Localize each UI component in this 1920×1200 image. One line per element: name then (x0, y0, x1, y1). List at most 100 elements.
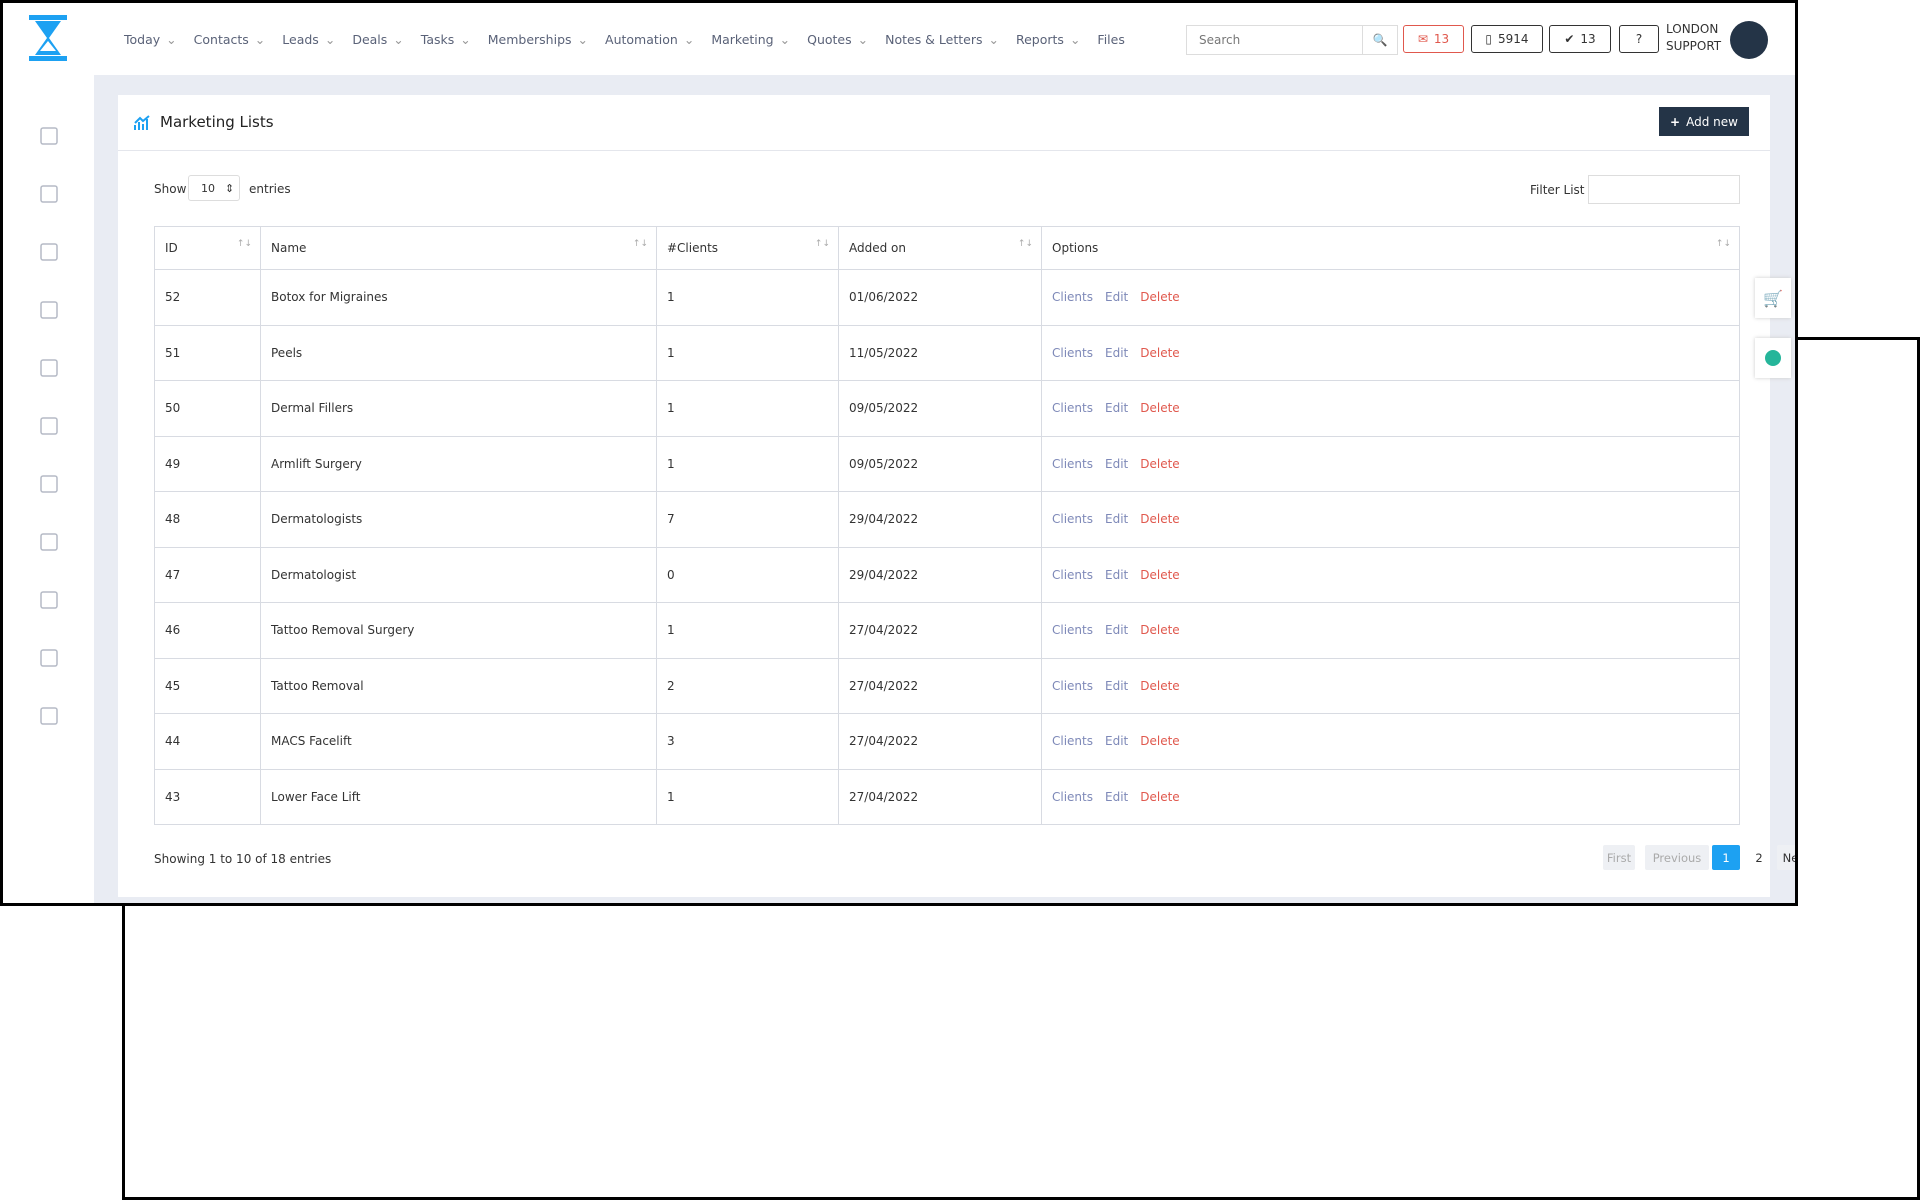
page-button[interactable]: Previous (1645, 845, 1709, 870)
help-button[interactable]: ? (1619, 25, 1659, 53)
entries-label: entries (249, 182, 291, 196)
sidebar-icon[interactable] (38, 299, 60, 321)
action-link[interactable]: Edit (1105, 345, 1129, 360)
table-body: 52 Botox for Migraines 1 01/06/2022 Clients E… (154, 269, 1740, 825)
column-header[interactable]: Options (1041, 226, 1740, 270)
cell: 2 (656, 657, 839, 714)
content-panel: Marketing Lists + Add new Show 10 ⇕ entrie… (118, 95, 1795, 897)
options-cell: Clients Edit Delete (1041, 657, 1740, 714)
action-link[interactable]: Delete (1140, 345, 1180, 360)
action-link[interactable]: Clients (1052, 345, 1093, 360)
nav-item[interactable]: Quotes (807, 32, 868, 47)
nav-item[interactable]: Automation (605, 32, 694, 47)
cell: 49 (154, 435, 261, 492)
cell: Tattoo Removal Surgery (260, 602, 657, 659)
nav-item[interactable]: Notes & Letters (885, 32, 999, 47)
sidebar-icon[interactable] (38, 589, 60, 611)
add-new-button[interactable]: + Add new (1659, 107, 1749, 136)
nav-item[interactable]: Contacts (194, 32, 266, 47)
action-link[interactable]: Delete (1140, 456, 1180, 471)
page-button[interactable]: 2 (1755, 850, 1763, 865)
action-link[interactable]: Clients (1052, 789, 1093, 804)
action-link[interactable]: Delete (1140, 623, 1180, 638)
cell: 27/04/2022 (838, 768, 1042, 825)
sidebar-icon[interactable] (38, 705, 60, 727)
logo[interactable] (25, 13, 71, 63)
action-link[interactable]: Edit (1105, 734, 1129, 749)
action-link[interactable]: Edit (1105, 290, 1129, 305)
search-box[interactable]: Search 🔍 (1186, 25, 1398, 55)
page-button[interactable]: 1 (1712, 845, 1740, 870)
action-link[interactable]: Clients (1052, 623, 1093, 638)
nav-item[interactable]: Today (124, 32, 177, 47)
table-row: 52 Botox for Migraines 1 01/06/2022 Clients E… (154, 269, 1740, 326)
cell: Dermal Fillers (260, 380, 657, 437)
table-row: 44 MACS Facelift 3 27/04/2022 Clients Edit Del… (154, 713, 1740, 770)
action-link[interactable]: Edit (1105, 678, 1129, 693)
phone-badge[interactable]: ▯ 5914 (1471, 25, 1543, 53)
action-link[interactable]: Edit (1105, 401, 1129, 416)
table-row: 48 Dermatologists 7 29/04/2022 Clients Edit De… (154, 491, 1740, 548)
nav-item[interactable]: Memberships (488, 32, 588, 47)
cell: Tattoo Removal (260, 657, 657, 714)
action-link[interactable]: Delete (1140, 401, 1180, 416)
table-row: 47 Dermatologist 0 29/04/2022 Clients Edit Del… (154, 546, 1740, 603)
sidebar-icon[interactable] (38, 531, 60, 553)
cell: 46 (154, 602, 261, 659)
page-size-select[interactable]: 10 ⇕ (188, 175, 240, 201)
action-link[interactable]: Clients (1052, 567, 1093, 582)
nav-item[interactable]: Tasks (421, 32, 471, 47)
nav-item[interactable]: Leads (282, 32, 335, 47)
action-link[interactable]: Delete (1140, 678, 1180, 693)
column-header[interactable]: #Clients (656, 226, 839, 270)
entries-info: Showing 1 to 10 of 18 entries (154, 852, 332, 866)
nav-item[interactable]: Deals (352, 32, 403, 47)
avatar[interactable] (1730, 21, 1768, 59)
nav-item[interactable]: Marketing (711, 32, 790, 47)
page-button[interactable]: First (1603, 845, 1635, 870)
cart-button[interactable]: 🛒 (1755, 278, 1791, 318)
action-link[interactable]: Clients (1052, 290, 1093, 305)
options-cell: Clients Edit Delete (1041, 435, 1740, 492)
action-link[interactable]: Delete (1140, 512, 1180, 527)
page-button[interactable]: Next (1777, 845, 1795, 870)
action-link[interactable]: Edit (1105, 789, 1129, 804)
app-window: Today Contacts Leads Deals Tasks Memberships A… (0, 0, 1798, 906)
task-badge[interactable]: ✔ 13 (1549, 25, 1611, 53)
action-link[interactable]: Delete (1140, 789, 1180, 804)
mail-badge[interactable]: ✉ 13 (1403, 25, 1464, 53)
cell: 3 (656, 713, 839, 770)
action-link[interactable]: Clients (1052, 512, 1093, 527)
sidebar-icon[interactable] (38, 241, 60, 263)
sidebar-icon[interactable] (38, 415, 60, 437)
options-cell: Clients Edit Delete (1041, 380, 1740, 437)
sidebar-icon[interactable] (38, 183, 60, 205)
action-link[interactable]: Clients (1052, 734, 1093, 749)
action-link[interactable]: Clients (1052, 456, 1093, 471)
action-link[interactable]: Clients (1052, 678, 1093, 693)
action-link[interactable]: Delete (1140, 567, 1180, 582)
cell: 1 (656, 324, 839, 381)
whatsapp-button[interactable] (1755, 338, 1791, 378)
cell: 52 (154, 269, 261, 326)
task-count: 13 (1580, 32, 1596, 46)
column-header[interactable]: ID (154, 226, 261, 270)
sidebar-icon[interactable] (38, 473, 60, 495)
filter-input[interactable] (1588, 175, 1740, 204)
action-link[interactable]: Edit (1105, 456, 1129, 471)
nav-item[interactable]: Reports (1016, 32, 1080, 47)
sidebar-icon[interactable] (38, 357, 60, 379)
action-link[interactable]: Edit (1105, 567, 1129, 582)
action-link[interactable]: Clients (1052, 401, 1093, 416)
action-link[interactable]: Delete (1140, 734, 1180, 749)
user-name[interactable]: LONDON SUPPORT (1666, 21, 1721, 55)
action-link[interactable]: Edit (1105, 512, 1129, 527)
cell: Dermatologists (260, 491, 657, 548)
sidebar-icon[interactable] (38, 647, 60, 669)
column-header[interactable]: Name (260, 226, 657, 270)
sidebar-icon[interactable] (38, 125, 60, 147)
column-header[interactable]: Added on (838, 226, 1042, 270)
nav-item[interactable]: Files (1097, 31, 1125, 47)
action-link[interactable]: Delete (1140, 290, 1180, 305)
action-link[interactable]: Edit (1105, 623, 1129, 638)
